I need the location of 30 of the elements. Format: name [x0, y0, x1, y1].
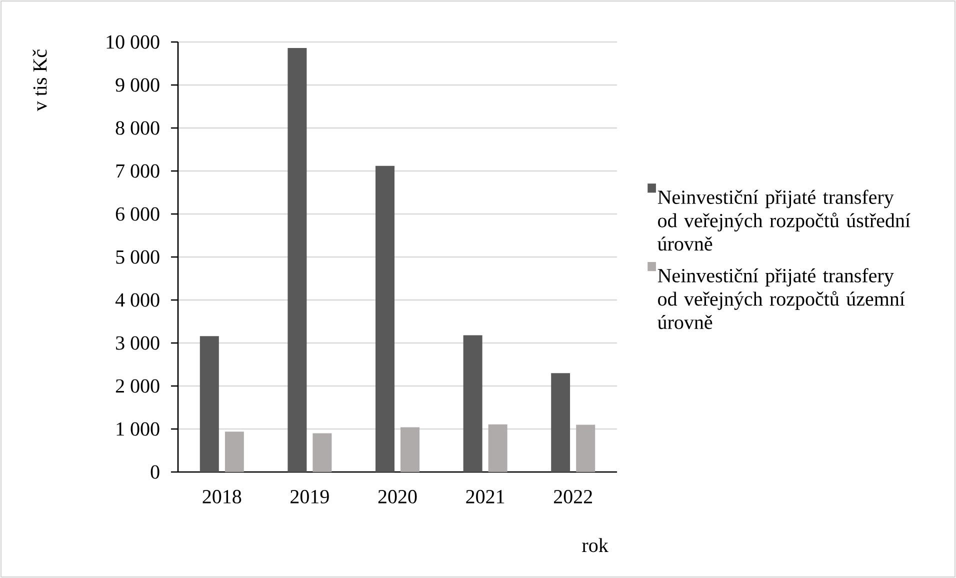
y-tick-label: 5 000: [116, 250, 160, 264]
bar: [376, 166, 394, 472]
x-tick-label: 2021: [466, 490, 504, 504]
bar: [224, 432, 244, 472]
y-tick-label: 4 000: [115, 293, 160, 307]
y-tick-label: 6 000: [116, 207, 160, 221]
bar: [288, 48, 307, 472]
y-tick-label: 2 000: [116, 379, 160, 393]
x-tick-label: 2018: [202, 490, 242, 504]
x-axis-title: rok: [582, 538, 608, 552]
bar: [576, 424, 596, 472]
y-tick-label: 10 000: [106, 35, 160, 49]
y-tick-label: 1 000: [116, 422, 160, 436]
y-tick-label: 9 000: [116, 78, 160, 92]
y-tick-label: 7 000: [116, 164, 160, 178]
x-tick-label: 2020: [378, 490, 417, 504]
y-tick-label: 0: [150, 465, 160, 479]
bar: [488, 424, 508, 472]
y-tick-label: 8 000: [116, 121, 160, 135]
bar: [551, 373, 570, 472]
x-tick-label: 2019: [290, 490, 329, 504]
legend-label: Neinvestiční přijaté transfery od veřejných rozpočtů ústřední úrovně: [658, 190, 910, 251]
bar: [400, 427, 420, 472]
x-tick-label: 2022: [554, 490, 592, 504]
legend-label: Neinvestiční přijaté transfery od veřejných rozpočtů územní úrovně: [658, 268, 905, 330]
y-axis-title: v tis Kč: [32, 50, 47, 112]
bar: [463, 335, 482, 472]
bar: [312, 433, 332, 472]
bar: [200, 336, 219, 472]
y-tick-label: 3 000: [116, 336, 160, 350]
